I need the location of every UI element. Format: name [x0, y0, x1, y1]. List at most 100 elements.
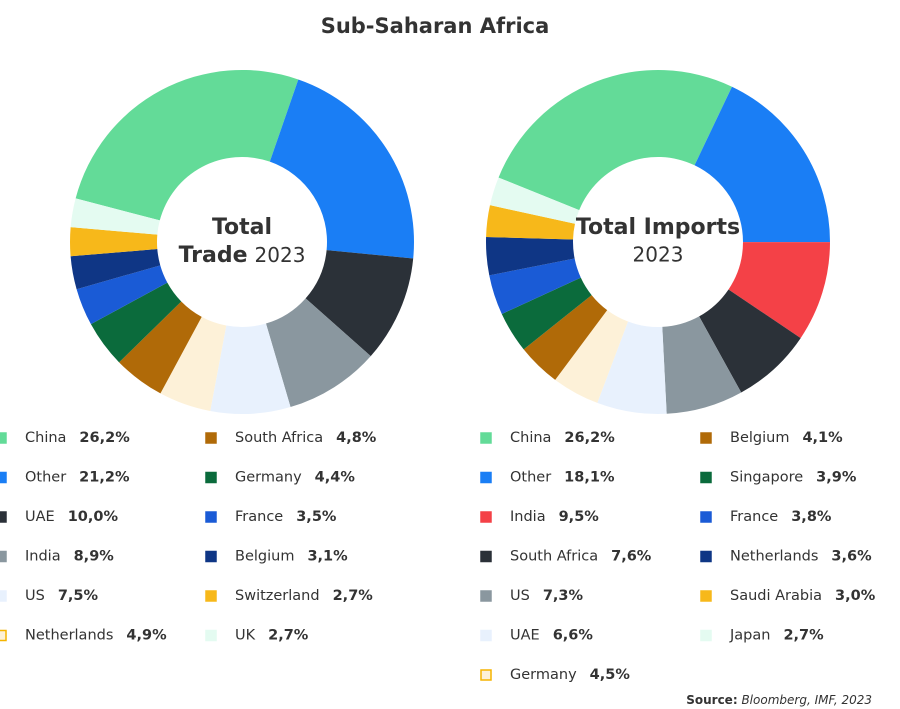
slice — [70, 249, 161, 290]
legend-label: Belgium — [235, 549, 294, 565]
legend-label: UK — [235, 628, 256, 644]
legend-marker — [480, 629, 492, 642]
legend-label: China — [510, 430, 551, 446]
value-label: 3,0% — [835, 588, 876, 604]
value-label: 4,9% — [126, 628, 167, 644]
slice — [523, 295, 608, 380]
value-label: 3,8% — [791, 509, 832, 525]
slice — [160, 316, 227, 412]
slice — [485, 237, 575, 276]
legend-label: US — [25, 588, 45, 604]
legend-marker — [0, 629, 7, 642]
center-title: Total Imports — [576, 215, 740, 240]
legend-marker — [205, 511, 217, 523]
value-label: 4,4% — [315, 470, 356, 486]
legend-label: UAE — [25, 509, 55, 525]
legend-label: Belgium — [730, 430, 789, 446]
legend-marker — [480, 590, 492, 602]
legend-label: South Africa — [235, 430, 323, 446]
value-label: 18,1% — [564, 470, 615, 486]
legend-label: South Africa — [510, 549, 598, 565]
legend-marker — [0, 590, 7, 602]
center-year: 2023 — [255, 243, 306, 267]
center-title: Trade — [179, 243, 248, 268]
legend-marker — [480, 669, 492, 681]
value-label: 7,5% — [58, 588, 99, 604]
slice — [76, 265, 168, 325]
legend-marker — [205, 471, 217, 484]
slice — [210, 323, 291, 414]
source-label: Source: — [686, 693, 737, 707]
value-label: 9,5% — [559, 509, 600, 525]
legend-marker — [480, 511, 492, 523]
legend-marker — [700, 471, 712, 484]
value-label: 26,2% — [79, 430, 130, 446]
legend-label: Netherlands — [730, 549, 818, 565]
legend-marker — [0, 432, 7, 444]
value-label: 3,1% — [307, 549, 348, 565]
value-label: 7,6% — [611, 549, 652, 565]
center-label: Total — [212, 215, 272, 240]
center-label: Trade 2023 — [179, 243, 306, 269]
slice — [694, 86, 830, 243]
legend-label: Netherlands — [25, 628, 113, 644]
slice — [119, 301, 202, 394]
value-label: 2,7% — [268, 628, 309, 644]
slice — [699, 289, 801, 393]
legend-marker — [0, 471, 7, 484]
center-label: Total Imports — [576, 215, 740, 240]
legend-marker — [700, 590, 712, 602]
value-label: 4,8% — [336, 430, 377, 446]
slice — [728, 242, 830, 339]
legend-label: US — [510, 588, 530, 604]
value-label: 2,7% — [333, 588, 374, 604]
legend-label: Singapore — [730, 470, 803, 486]
legend-marker — [700, 432, 712, 444]
slice — [75, 69, 299, 221]
slice — [90, 282, 182, 363]
legend-marker — [0, 511, 7, 523]
legend-label: China — [25, 430, 66, 446]
legend-marker — [700, 629, 712, 642]
legend-marker — [205, 432, 217, 444]
slice — [489, 258, 581, 314]
legend-marker — [205, 590, 217, 602]
value-label: 3,6% — [831, 549, 872, 565]
slice — [486, 205, 575, 240]
center-title: Total — [212, 215, 272, 240]
legend-label: Saudi Arabia — [730, 588, 822, 604]
value-label: 6,6% — [553, 628, 594, 644]
slice — [305, 250, 414, 357]
legend-label: Switzerland — [235, 588, 320, 604]
source: Source: Bloomberg, IMF, 2023 — [686, 693, 872, 707]
slice — [498, 70, 732, 211]
slice — [555, 310, 629, 403]
legend-label: India — [510, 509, 546, 525]
legend-marker — [700, 511, 712, 523]
slice — [269, 79, 414, 259]
chart-title: Sub-Saharan Africa — [321, 14, 550, 38]
legend-label: Other — [25, 470, 66, 486]
legend-marker — [480, 550, 492, 563]
slice — [69, 227, 158, 257]
legend-label: Other — [510, 470, 551, 486]
value-label: 8,9% — [74, 549, 115, 565]
value-label: 26,2% — [564, 430, 615, 446]
legend-label: India — [25, 549, 61, 565]
value-label: 3,5% — [296, 509, 337, 525]
legend-marker — [205, 629, 217, 642]
legend-label: Japan — [729, 628, 770, 644]
value-label: 21,2% — [79, 470, 130, 486]
legend-marker — [700, 550, 712, 563]
legend-label: France — [235, 509, 283, 525]
legend-label: Germany — [510, 667, 577, 683]
legend-marker — [480, 471, 492, 484]
center-year: 2023 — [633, 243, 684, 267]
slice — [70, 198, 160, 235]
legend-label: Germany — [235, 470, 302, 486]
legend-label: France — [730, 509, 778, 525]
slice — [662, 316, 742, 414]
legend-label: UAE — [510, 628, 540, 644]
value-label: 3,9% — [816, 470, 857, 486]
